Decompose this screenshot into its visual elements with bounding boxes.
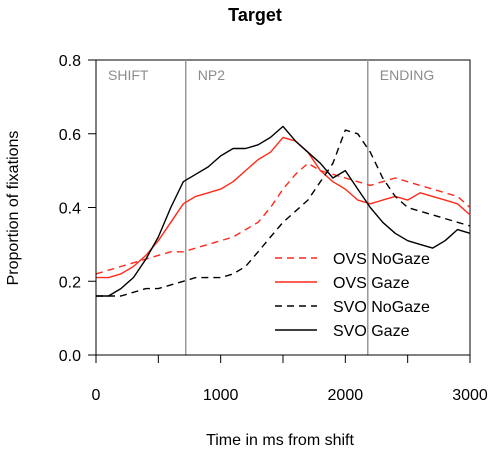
y-tick-label: 0.0 xyxy=(59,348,81,365)
region-label-np2: NP2 xyxy=(198,67,225,83)
y-tick-label: 0.2 xyxy=(59,274,81,291)
legend-label-ovs-nogaze: OVS NoGaze xyxy=(333,251,430,268)
y-tick-label: 0.8 xyxy=(59,53,81,70)
legend-label-svo-gaze: SVO Gaze xyxy=(333,323,410,340)
legend-label-ovs-gaze: OVS Gaze xyxy=(333,275,410,292)
region-label-shift: SHIFT xyxy=(108,67,149,83)
series-line-ovs-nogaze xyxy=(95,162,471,275)
y-tick-label: 0.4 xyxy=(59,201,81,218)
x-tick-label: 1000 xyxy=(203,387,239,404)
y-axis-label: Proportion of fixations xyxy=(5,131,22,286)
chart-title: Target xyxy=(228,5,282,25)
x-tick-label: 3000 xyxy=(452,387,488,404)
x-tick-label: 2000 xyxy=(328,387,364,404)
legend-label-svo-nogaze: SVO NoGaze xyxy=(333,299,430,316)
series-line-svo-gaze xyxy=(96,125,471,297)
x-axis-label: Time in ms from shift xyxy=(206,432,354,449)
region-label-ending: ENDING xyxy=(380,67,434,83)
series-line-svo-nogaze xyxy=(96,129,471,297)
y-tick-label: 0.6 xyxy=(59,127,81,144)
x-tick-label: 0 xyxy=(92,387,101,404)
series-line-ovs-gaze xyxy=(96,136,471,279)
